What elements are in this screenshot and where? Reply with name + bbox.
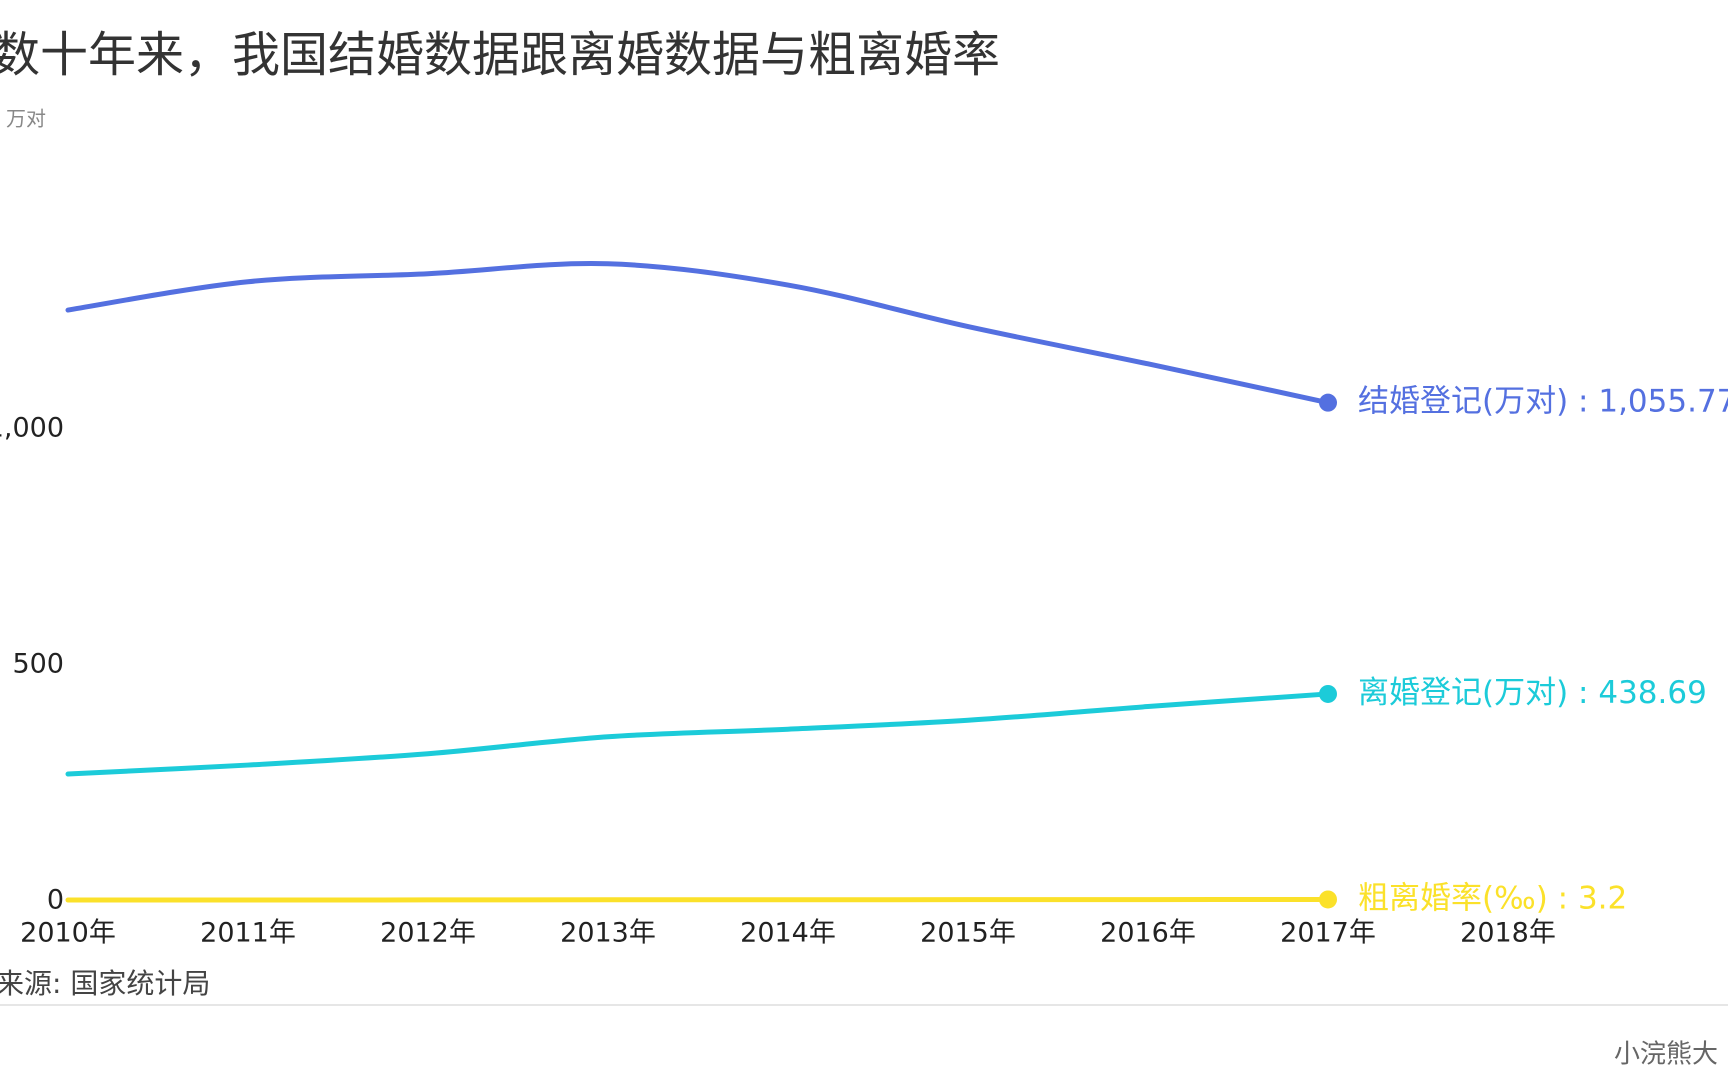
- y-tick-label: 500: [12, 649, 64, 680]
- value-label: 438.69: [1598, 674, 1706, 710]
- label-separator: :: [1568, 383, 1598, 419]
- end-label: 粗离婚率(‰) : 3.2: [1358, 880, 1627, 916]
- x-tick-label: 2011年: [200, 918, 296, 949]
- x-tick-label: 2014年: [740, 918, 836, 949]
- series-line: [65, 896, 1331, 903]
- end-label: 离婚登记(万对) : 438.69: [1358, 674, 1707, 710]
- value-label: 3.2: [1578, 880, 1627, 916]
- x-tick-label: 2018年: [1460, 918, 1556, 949]
- x-tick-label: 2017年: [1280, 918, 1376, 949]
- x-tick-label: 2015年: [920, 918, 1016, 949]
- source: 来源: 国家统计局: [0, 967, 210, 1000]
- series-name: 粗离婚率(‰): [1358, 880, 1548, 916]
- x-tick-label: 2010年: [20, 918, 116, 949]
- x-tick-label: 2012年: [380, 918, 476, 949]
- value-label: 1,055.77: [1598, 383, 1728, 419]
- series-name: 离婚登记(万对): [1358, 674, 1568, 710]
- end-label: 结婚登记(万对) : 1,055.77: [1358, 383, 1728, 419]
- series-name: 结婚登记(万对): [1358, 383, 1568, 419]
- end-point: [1319, 890, 1337, 909]
- end-point: [1319, 393, 1337, 412]
- series-line: [65, 261, 1331, 406]
- label-separator: :: [1568, 674, 1598, 710]
- watermark: 小浣熊大: [1614, 1040, 1718, 1070]
- y-axis-label: 万对: [6, 107, 46, 131]
- end-point: [1319, 684, 1337, 703]
- x-tick-label: 2013年: [560, 918, 656, 949]
- y-tick-label: 1,000: [0, 413, 64, 444]
- chart-title: 数十年来，我国结婚数据跟离婚数据与粗离婚率: [0, 27, 1000, 83]
- y-tick-label: 0: [47, 885, 64, 916]
- label-separator: :: [1548, 880, 1578, 916]
- series-line: [65, 691, 1331, 777]
- x-tick-label: 2016年: [1100, 918, 1196, 949]
